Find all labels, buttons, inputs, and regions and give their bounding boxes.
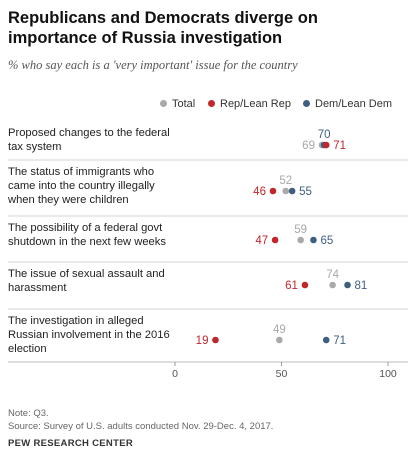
dot-harassment-total bbox=[329, 281, 336, 289]
value-label-shutdown-total: 59 bbox=[294, 224, 307, 236]
value-label-tax-dem: 70 bbox=[318, 129, 331, 141]
value-label-russia-dem: 71 bbox=[333, 335, 346, 347]
legend-dot-dem bbox=[303, 100, 310, 107]
value-label-immigrants-rep: 46 bbox=[253, 186, 266, 198]
x-tick-label-100: 100 bbox=[379, 368, 397, 380]
x-tick-label-50: 50 bbox=[276, 368, 288, 380]
legend-label-dem: Dem/Lean Dem bbox=[315, 98, 393, 110]
legend-label-rep: Rep/Lean Rep bbox=[220, 98, 291, 110]
legend-dot-rep bbox=[208, 100, 215, 107]
dot-shutdown-dem bbox=[310, 236, 317, 244]
x-tick-label-0: 0 bbox=[172, 368, 178, 380]
row-label-immigrants: The status of immigrants who came into t… bbox=[8, 166, 155, 206]
legend-item-dem: Dem/Lean Dem bbox=[303, 98, 392, 110]
value-label-harassment-dem: 81 bbox=[355, 280, 368, 292]
row-label-shutdown: The possibility of a federal govt shutdo… bbox=[8, 222, 166, 248]
dot-tax-rep bbox=[322, 141, 330, 149]
value-label-tax-total: 69 bbox=[302, 140, 315, 152]
chart-title: Republicans and Democrats diverge on imp… bbox=[8, 9, 318, 47]
dot-harassment-rep bbox=[301, 281, 309, 289]
dot-immigrants-dem bbox=[288, 187, 296, 195]
dot-harassment-dem bbox=[344, 281, 351, 289]
legend-item-rep: Rep/Lean Rep bbox=[208, 98, 291, 110]
dot-shutdown-total bbox=[297, 236, 304, 244]
source: Source: Survey of U.S. adults conducted … bbox=[8, 421, 274, 432]
legend-dot-total bbox=[160, 100, 167, 107]
value-label-harassment-rep: 61 bbox=[285, 280, 298, 292]
dot-immigrants-rep bbox=[269, 187, 277, 195]
dot-russia-dem bbox=[322, 336, 330, 344]
dot-immigrants-total bbox=[282, 187, 290, 195]
row-label-harassment: The issue of sexual assault and harassme… bbox=[8, 268, 165, 294]
value-label-russia-rep: 19 bbox=[196, 335, 209, 347]
note: Note: Q3. bbox=[8, 408, 49, 419]
value-label-shutdown-dem: 65 bbox=[320, 235, 333, 247]
legend-item-total: Total bbox=[160, 98, 195, 110]
organization: PEW RESEARCH CENTER bbox=[8, 438, 133, 449]
value-label-tax-rep: 71 bbox=[333, 140, 346, 152]
value-label-russia-total: 49 bbox=[273, 324, 286, 336]
value-label-shutdown-rep: 47 bbox=[255, 235, 268, 247]
value-label-immigrants-dem: 55 bbox=[299, 186, 312, 198]
chart-subtitle: % who say each is a 'very important' iss… bbox=[8, 58, 298, 72]
value-label-immigrants-total: 52 bbox=[279, 175, 292, 187]
row-label-tax: Proposed changes to the federal tax syst… bbox=[8, 127, 170, 153]
legend-label-total: Total bbox=[172, 98, 196, 110]
dot-russia-rep bbox=[212, 336, 219, 344]
value-label-harassment-total: 74 bbox=[326, 269, 339, 281]
row-label-russia: The investigation in alleged Russian inv… bbox=[8, 315, 170, 355]
dot-shutdown-rep bbox=[271, 236, 279, 244]
dot-russia-total bbox=[276, 336, 283, 344]
